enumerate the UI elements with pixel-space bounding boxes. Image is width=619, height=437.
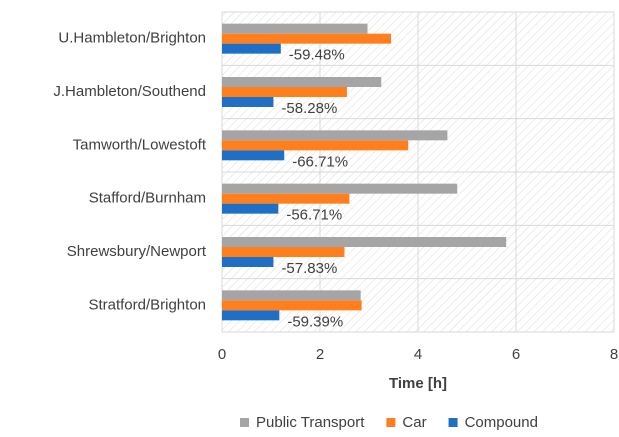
x-axis-label: Time [h] (389, 375, 447, 392)
bar-annotation: -57.83% (281, 260, 337, 277)
y-tick-label: Shrewsbury/Newport (67, 243, 207, 260)
bar-annotation: -59.48% (289, 47, 345, 64)
bar (222, 33, 392, 44)
bar (222, 247, 345, 257)
bar (222, 130, 448, 141)
x-tick-label: 0 (218, 346, 226, 363)
legend-swatch (240, 418, 249, 427)
bar (222, 237, 507, 247)
x-tick-label: 6 (512, 346, 520, 363)
bar (222, 23, 368, 34)
legend-swatch (386, 418, 396, 427)
bar (222, 203, 279, 214)
bar (222, 300, 362, 311)
bar (222, 150, 285, 161)
y-tick-label: Tamworth/Lowestoft (73, 136, 207, 153)
y-tick-label: Stratford/Brighton (88, 296, 206, 313)
bar (222, 140, 409, 151)
x-tick-label: 8 (610, 346, 618, 363)
bar-annotation: -66.71% (292, 153, 348, 170)
bar-annotation: -58.28% (281, 100, 337, 117)
legend-label: Public Transport (256, 414, 365, 431)
legend-swatch (448, 418, 458, 427)
bar (222, 257, 274, 267)
legend-label: Compound (465, 414, 538, 431)
x-tick-label: 4 (414, 346, 422, 363)
bar (222, 310, 280, 321)
bar (222, 43, 281, 54)
bar (222, 183, 458, 194)
bar (222, 87, 347, 97)
y-tick-label: U.Hambleton/Brighton (58, 30, 206, 47)
legend-label: Car (402, 414, 426, 431)
bar (222, 77, 382, 87)
y-tick-label: Stafford/Burnham (89, 190, 206, 207)
bar (222, 193, 350, 204)
bar-annotation: -59.39% (287, 313, 343, 330)
bar (222, 97, 274, 107)
bar-annotation: -56.71% (286, 207, 342, 224)
y-tick-label: J.Hambleton/Southend (53, 83, 206, 100)
x-tick-label: 2 (316, 346, 324, 363)
bar (222, 290, 361, 301)
